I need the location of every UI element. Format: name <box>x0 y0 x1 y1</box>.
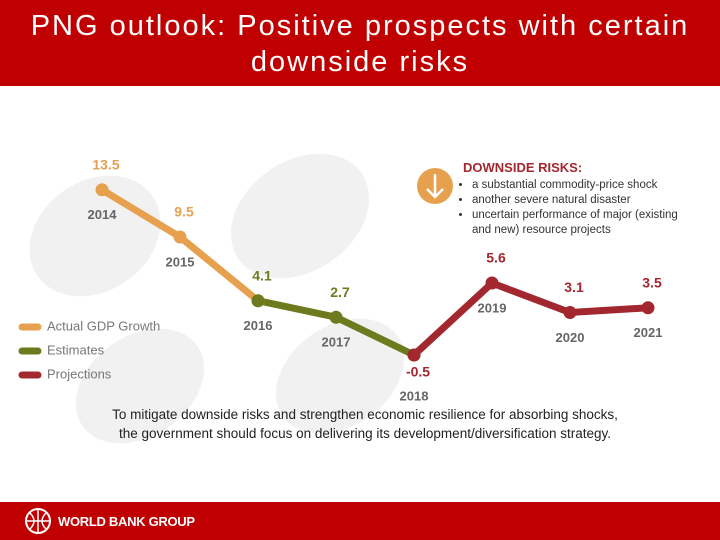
logo-text: WORLD BANK GROUP <box>58 514 195 529</box>
risk-item: uncertain performance of major (existing… <box>472 208 683 238</box>
value-label: 5.6 <box>486 250 506 266</box>
point <box>173 230 187 244</box>
value-label: 13.5 <box>92 157 119 173</box>
year-label: 2016 <box>244 318 273 333</box>
risk-list: a substantial commodity-price shockanoth… <box>463 178 683 238</box>
point <box>95 183 109 197</box>
year-label: 2020 <box>556 330 585 345</box>
year-label: 2017 <box>322 335 351 350</box>
risk-box: DOWNSIDE RISKS: a substantial commodity-… <box>463 160 683 238</box>
value-label: 2.7 <box>330 284 350 300</box>
value-label: -0.5 <box>406 364 430 380</box>
risk-item: a substantial commodity-price shock <box>472 178 683 193</box>
year-label: 2019 <box>478 300 507 315</box>
note: To mitigate downside risks and strengthe… <box>100 405 630 443</box>
point <box>251 294 265 308</box>
point <box>329 310 343 324</box>
risk-item: another severe natural disaster <box>472 193 683 208</box>
risk-title: DOWNSIDE RISKS: <box>463 160 583 175</box>
background-shapes <box>29 153 405 444</box>
legend-label: Actual GDP Growth <box>47 318 160 333</box>
footer-bar: WORLD BANK GROUP <box>0 502 720 540</box>
note-line: To mitigate downside risks and strengthe… <box>112 407 618 422</box>
chart: 13.5 9.5 4.1 2.7 -0.5 5.6 3.1 3.5 2014 2015 2016 20… <box>18 153 663 444</box>
legend-label: Projections <box>47 366 112 381</box>
point <box>485 276 499 290</box>
header-bar: PNG outlook: Positive prospects with cer… <box>0 0 720 86</box>
note-line: the government should focus on deliverin… <box>118 426 612 441</box>
year-label: 2018 <box>400 388 429 403</box>
point <box>407 348 421 362</box>
point <box>563 306 577 320</box>
year-label: 2021 <box>634 325 663 340</box>
logo-globe <box>25 508 51 534</box>
series-line <box>410 278 652 359</box>
legend-label: Estimates <box>47 342 105 357</box>
point <box>641 301 655 315</box>
value-label: 3.5 <box>642 275 662 291</box>
value-label: 3.1 <box>564 279 584 295</box>
value-label: 4.1 <box>252 267 272 283</box>
year-label: 2015 <box>166 254 195 269</box>
slide-title: PNG outlook: Positive prospects with cer… <box>30 10 690 78</box>
value-label: 9.5 <box>174 204 194 220</box>
year-label: 2014 <box>88 207 118 222</box>
risk-arrow <box>426 174 444 199</box>
